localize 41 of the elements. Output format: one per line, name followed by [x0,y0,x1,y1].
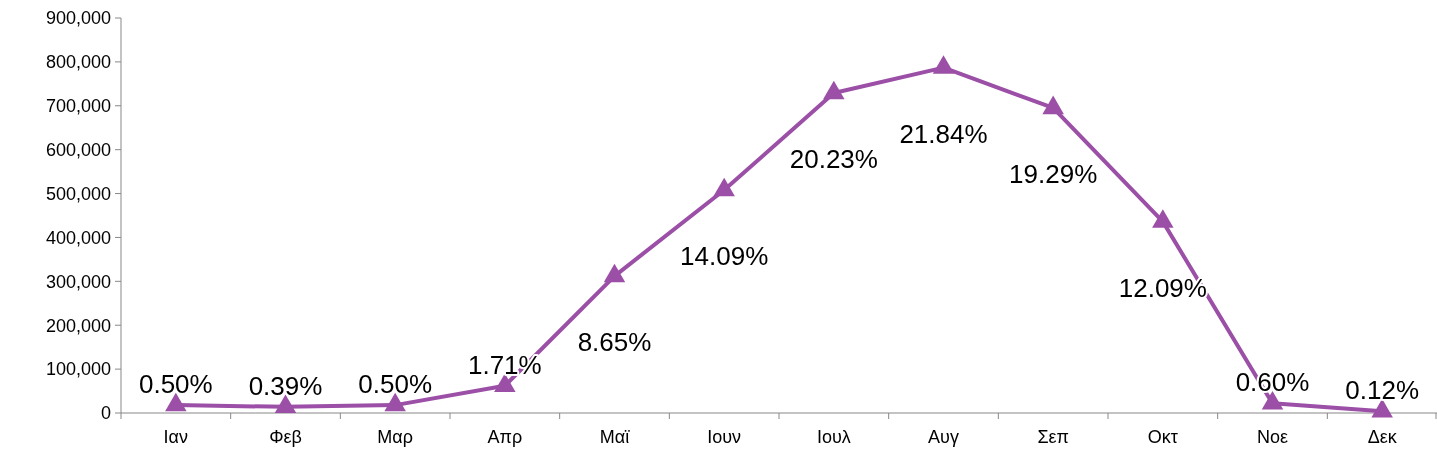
point [1152,209,1174,228]
x-tick-label: Δεκ [1367,427,1398,447]
y-tick-label: 0 [100,403,111,424]
y-tick-label: 700,000 [45,96,111,117]
annotation: 0.50% [138,369,213,400]
point [274,394,297,414]
point [165,392,187,412]
x-tick-label: Μαϊ [599,427,631,447]
annotation: 14.09% [680,241,769,272]
point [384,392,406,412]
y-tick-label: 900,000 [45,8,111,29]
annotation: 19.29% [1009,158,1098,189]
annotation: 0.12% [1345,375,1420,406]
y-tick-label: 600,000 [45,139,111,160]
y-tick-label: 200,000 [45,315,111,336]
y-tick-label: 400,000 [45,227,111,248]
y-tick-label: 500,000 [45,183,111,204]
annotation: 0.39% [248,370,323,401]
point [1371,398,1393,418]
point [823,80,845,100]
point [603,263,626,283]
annotation: 21.84% [899,118,988,149]
y-tick-label: 800,000 [45,52,111,73]
x-tick-label: Ιαν [163,427,189,447]
x-tick-label: Μαρ [377,427,413,447]
x-tick-label: Νοε [1256,427,1289,447]
x-tick-label: Ιουν [707,427,742,447]
x-tick-label: Απρ [487,427,523,447]
x-tick-label: Φεβ [269,427,302,447]
y-tick-label: 300,000 [45,271,111,292]
annotation: 20.23% [789,144,878,175]
x-tick-label: Ιουλ [816,427,851,447]
x-tick-label: Αυγ [928,427,959,447]
x-tick-label: Οκτ [1147,427,1178,447]
point [932,55,955,74]
y-tick-label: 100,000 [45,359,111,380]
point [713,177,735,197]
point [1042,95,1064,115]
annotation: 0.50% [358,369,433,400]
x-tick-label: Σεπ [1037,427,1069,447]
annotation: 8.65% [577,327,652,358]
